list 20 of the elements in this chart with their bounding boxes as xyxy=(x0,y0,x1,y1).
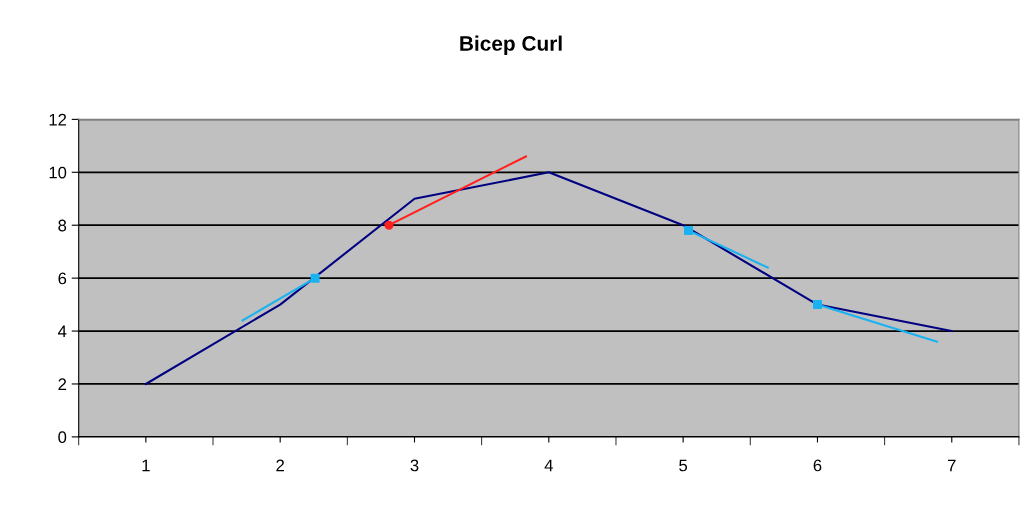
point xyxy=(812,300,822,310)
point xyxy=(684,226,694,236)
chart-title: Bicep Curl xyxy=(460,35,562,55)
y-tick-label: 6 xyxy=(58,272,67,285)
x-tick-label: 4 xyxy=(544,459,553,472)
y-tick-label: 0 xyxy=(58,431,67,444)
y-tick-label: 4 xyxy=(58,325,67,338)
x-tick-label: 7 xyxy=(947,459,956,472)
y-tick-label: 8 xyxy=(58,219,67,232)
x-tick-label: 5 xyxy=(679,459,688,472)
x-tick-label: 1 xyxy=(142,459,150,472)
x-tick-label: 2 xyxy=(276,459,284,472)
y-tick-label: 2 xyxy=(58,378,67,390)
point xyxy=(310,273,320,283)
point xyxy=(384,220,394,230)
y-tick-label: 12 xyxy=(49,113,67,126)
y-tick-label: 10 xyxy=(49,166,67,179)
line-series xyxy=(144,171,953,385)
x-tick-label: 6 xyxy=(813,459,822,472)
x-tick-label: 3 xyxy=(410,459,419,472)
